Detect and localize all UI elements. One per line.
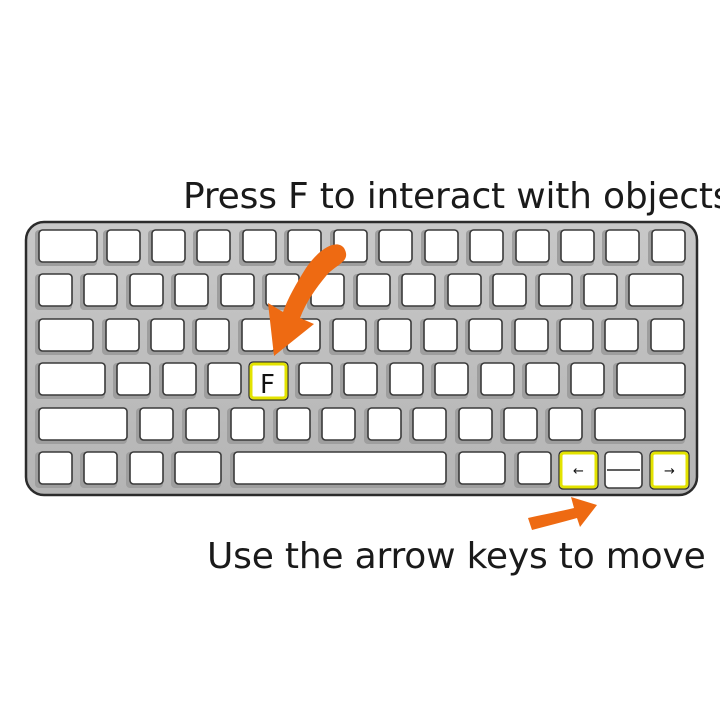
keyboard-key xyxy=(35,407,128,444)
keyboard-key xyxy=(80,273,118,310)
keyboard-key xyxy=(613,362,686,399)
keyboard-key xyxy=(489,273,527,310)
keyboard-key xyxy=(35,273,73,310)
arrow-left-key: ← xyxy=(558,450,599,490)
keyboard-key xyxy=(204,362,242,399)
keyboard-key xyxy=(647,318,685,355)
move-instruction: Use the arrow keys to move xyxy=(207,536,706,577)
keyboard-key xyxy=(318,407,356,444)
keyboard-key xyxy=(386,362,424,399)
keyboard-key xyxy=(217,273,255,310)
keyboard-key xyxy=(182,407,220,444)
keyboard-key xyxy=(159,362,197,399)
keyboard-key xyxy=(514,451,552,488)
f-key: F xyxy=(248,361,289,401)
keyboard-key xyxy=(466,229,504,266)
keyboard-key xyxy=(625,273,684,310)
keyboard-key xyxy=(545,407,583,444)
keyboard-key xyxy=(431,362,469,399)
keyboard-key xyxy=(147,318,185,355)
interact-instruction: Press F to interact with objects xyxy=(183,176,720,217)
arrow-left-icon: ← xyxy=(573,464,584,479)
keyboard-key xyxy=(193,229,231,266)
keyboard-key xyxy=(535,273,573,310)
arrow-up-down-key xyxy=(604,451,643,489)
keyboard-key xyxy=(80,451,118,488)
keyboard-key xyxy=(35,318,94,355)
space-key xyxy=(230,451,447,488)
keyboard-key xyxy=(375,229,413,266)
keyboard-key xyxy=(126,451,164,488)
keyboard-key xyxy=(35,229,98,266)
keyboard-key xyxy=(601,318,639,355)
arrow-right-icon: → xyxy=(664,464,675,479)
keyboard-key xyxy=(284,229,322,266)
keyboard-key xyxy=(136,407,174,444)
keyboard-key xyxy=(421,229,459,266)
keyboard-key xyxy=(171,451,222,488)
keyboard-key xyxy=(556,318,594,355)
keyboard-key xyxy=(567,362,605,399)
keyboard-key xyxy=(35,362,106,399)
keyboard-key xyxy=(557,229,595,266)
keyboard-key xyxy=(374,318,412,355)
interact-pointer-arrow xyxy=(268,244,347,356)
keyboard-key xyxy=(273,407,311,444)
keyboard-key xyxy=(103,229,141,266)
keyboard-key xyxy=(295,362,333,399)
keyboard-key xyxy=(522,362,560,399)
keyboard-key xyxy=(353,273,391,310)
keyboard-key xyxy=(238,318,276,355)
keyboard-key xyxy=(171,273,209,310)
keyboard-key xyxy=(580,273,618,310)
keyboard-key xyxy=(113,362,151,399)
keyboard-key xyxy=(465,318,503,355)
keyboard-key xyxy=(398,273,436,310)
keys-layer: F ← → xyxy=(35,229,690,490)
keyboard-key xyxy=(126,273,164,310)
keyboard-key xyxy=(477,362,515,399)
keyboard-key xyxy=(192,318,230,355)
keyboard-key xyxy=(444,273,482,310)
keyboard-key xyxy=(602,229,640,266)
keyboard-key xyxy=(227,407,265,444)
keyboard-key xyxy=(239,229,277,266)
keyboard-key xyxy=(512,229,550,266)
keyboard-key xyxy=(340,362,378,399)
keyboard-key xyxy=(648,229,686,266)
arrow-right-key: → xyxy=(649,450,690,490)
keyboard-key xyxy=(35,451,73,488)
keyboard-key xyxy=(329,318,367,355)
keyboard-key xyxy=(511,318,549,355)
keyboard-key xyxy=(420,318,458,355)
keyboard-key xyxy=(364,407,402,444)
keyboard-key xyxy=(455,451,506,488)
keyboard-key xyxy=(102,318,140,355)
keyboard-key xyxy=(409,407,447,444)
move-pointer-arrow xyxy=(528,497,597,530)
keyboard-key xyxy=(591,407,686,444)
keyboard-key xyxy=(148,229,186,266)
f-key-label: F xyxy=(260,370,275,400)
keyboard-key xyxy=(455,407,493,444)
keyboard-key xyxy=(500,407,538,444)
